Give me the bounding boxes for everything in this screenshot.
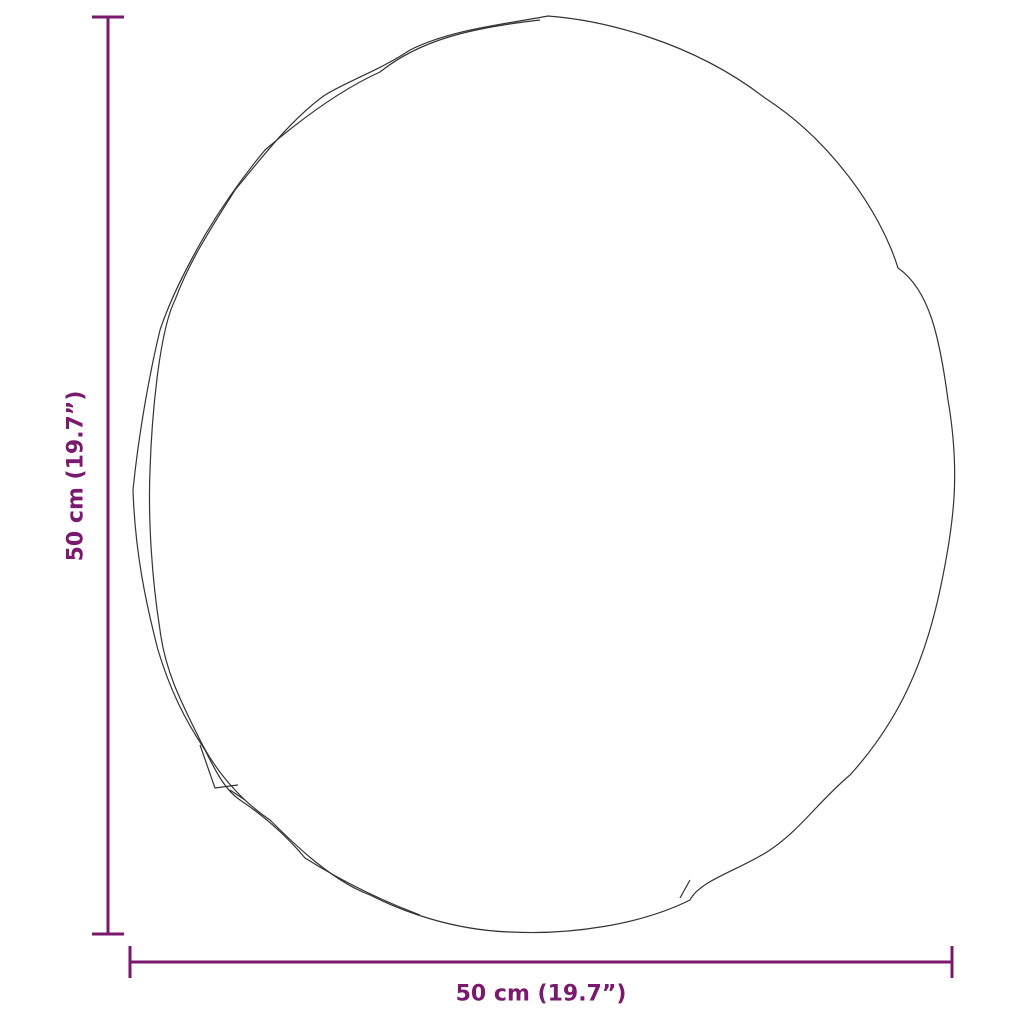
mirror-edge-front — [148, 15, 956, 934]
mirror-edge-back — [132, 19, 541, 916]
mirror-edge-detail — [199, 744, 691, 899]
round-mirror-outline — [132, 15, 956, 934]
width-label: 50 cm (19.7”) — [455, 981, 627, 1007]
height-dimension-line — [92, 15, 124, 936]
width-dimension-line — [128, 946, 954, 978]
height-label: 50 cm (19.7”) — [63, 390, 89, 562]
